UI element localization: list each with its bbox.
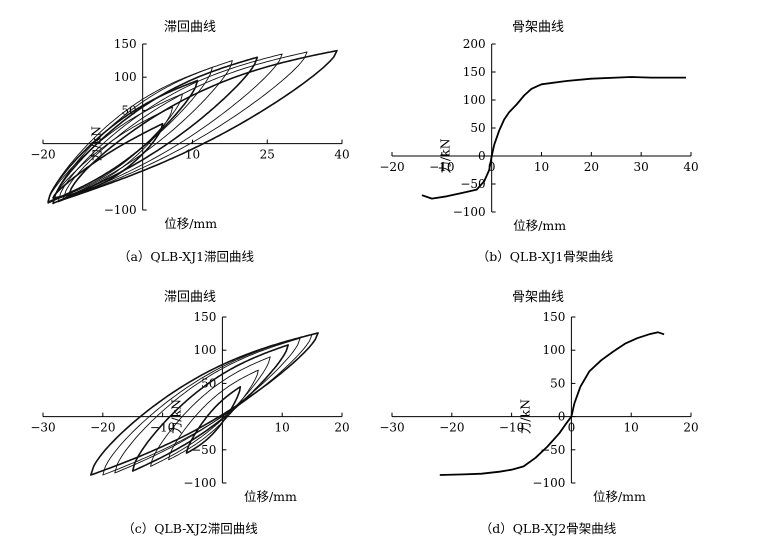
y-tick-label: −100 — [183, 476, 216, 490]
hysteresis-loop — [150, 356, 271, 467]
hysteresis-loop — [52, 56, 259, 205]
y-axis-label: 力/kN — [438, 138, 453, 173]
x-tick-label: −20 — [379, 160, 404, 174]
hysteresis-loop — [57, 53, 283, 203]
y-tick-label: 150 — [114, 37, 137, 51]
figure-caption: （c）QLB-XJ2滞回曲线 — [122, 521, 258, 536]
x-axis-label: 位移/mm — [164, 216, 217, 231]
y-tick-label: −100 — [453, 205, 486, 219]
x-tick-label: 0 — [488, 160, 496, 174]
figure-caption: （a）QLB-XJ1滞回曲线 — [118, 249, 255, 264]
hysteresis-loop — [47, 66, 213, 204]
skeleton-curve — [421, 76, 686, 200]
y-tick-label: 150 — [542, 310, 565, 324]
x-tick-label: 20 — [334, 421, 349, 435]
x-tick-label: −20 — [439, 421, 464, 435]
y-tick-label: 100 — [463, 93, 486, 107]
chart-title: 滞回曲线 — [164, 20, 216, 35]
x-tick-label: 10 — [624, 421, 639, 435]
y-tick-label: 100 — [193, 343, 216, 357]
y-tick-label: 50 — [550, 376, 565, 390]
x-tick-label: 20 — [584, 160, 599, 174]
x-tick-label: −10 — [499, 421, 524, 435]
x-tick-label: −20 — [30, 148, 55, 162]
chart-panel-b: −20 −10 0 10 20 30 40−100−50050100150200骨架曲线位移… — [379, 20, 698, 264]
hysteresis-loop — [52, 60, 233, 204]
figure-caption: （b）QLB-XJ1骨架曲线 — [477, 249, 614, 264]
x-tick-label: 10 — [534, 160, 549, 174]
chart-title: 骨架曲线 — [512, 20, 564, 35]
x-tick-label: 30 — [634, 160, 649, 174]
y-tick-label: 50 — [470, 121, 485, 135]
y-tick-label: 150 — [193, 310, 216, 324]
hysteresis-loop — [168, 369, 259, 461]
x-tick-label: 20 — [683, 421, 698, 435]
x-axis-label: 位移/mm — [244, 489, 297, 504]
chart-panel-a: −20 10 25 40−10050100150滞回曲线位移/mm力/kN（a）QLB… — [30, 20, 349, 264]
x-axis-label: 位移/mm — [593, 489, 646, 504]
chart-title: 骨架曲线 — [512, 290, 564, 305]
x-tick-label: 10 — [275, 421, 290, 435]
x-tick-label: −30 — [30, 421, 55, 435]
figure-caption: （d）QLB-XJ2骨架曲线 — [480, 521, 617, 536]
y-tick-label: −100 — [532, 476, 565, 490]
x-tick-label: −10 — [429, 160, 454, 174]
y-tick-label: 0 — [478, 149, 486, 163]
x-tick-label: 25 — [260, 148, 275, 162]
y-tick-label: 0 — [558, 410, 566, 424]
x-tick-label: 40 — [334, 148, 349, 162]
x-axis-label: 位移/mm — [513, 218, 566, 233]
y-tick-label: 100 — [542, 343, 565, 357]
y-axis-label: 力/kN — [517, 399, 532, 434]
y-tick-label: −100 — [104, 203, 137, 217]
chart-title: 滞回曲线 — [164, 290, 216, 305]
y-tick-label: 200 — [463, 37, 486, 51]
x-tick-label: 40 — [683, 160, 698, 174]
chart-panel-d: −30 −20 −10 0 10 20−100−50050100150骨架曲线位移/mm力… — [379, 290, 698, 536]
hysteresis-loop — [185, 385, 242, 454]
y-tick-label: 150 — [463, 65, 486, 79]
hysteresis-loop — [67, 49, 338, 199]
x-tick-label: 0 — [568, 421, 576, 435]
chart-panel-c: −30 −20 −10 10 20−100−5050100150滞回曲线位移/mm力/k… — [30, 290, 349, 536]
hysteresis-loop — [62, 51, 308, 201]
hysteresis-loop — [131, 344, 289, 472]
x-tick-label: −20 — [90, 421, 115, 435]
hysteresis-loop — [90, 332, 319, 476]
x-tick-label: −30 — [379, 421, 404, 435]
skeleton-curve — [439, 331, 665, 476]
y-tick-label: 100 — [114, 70, 137, 84]
